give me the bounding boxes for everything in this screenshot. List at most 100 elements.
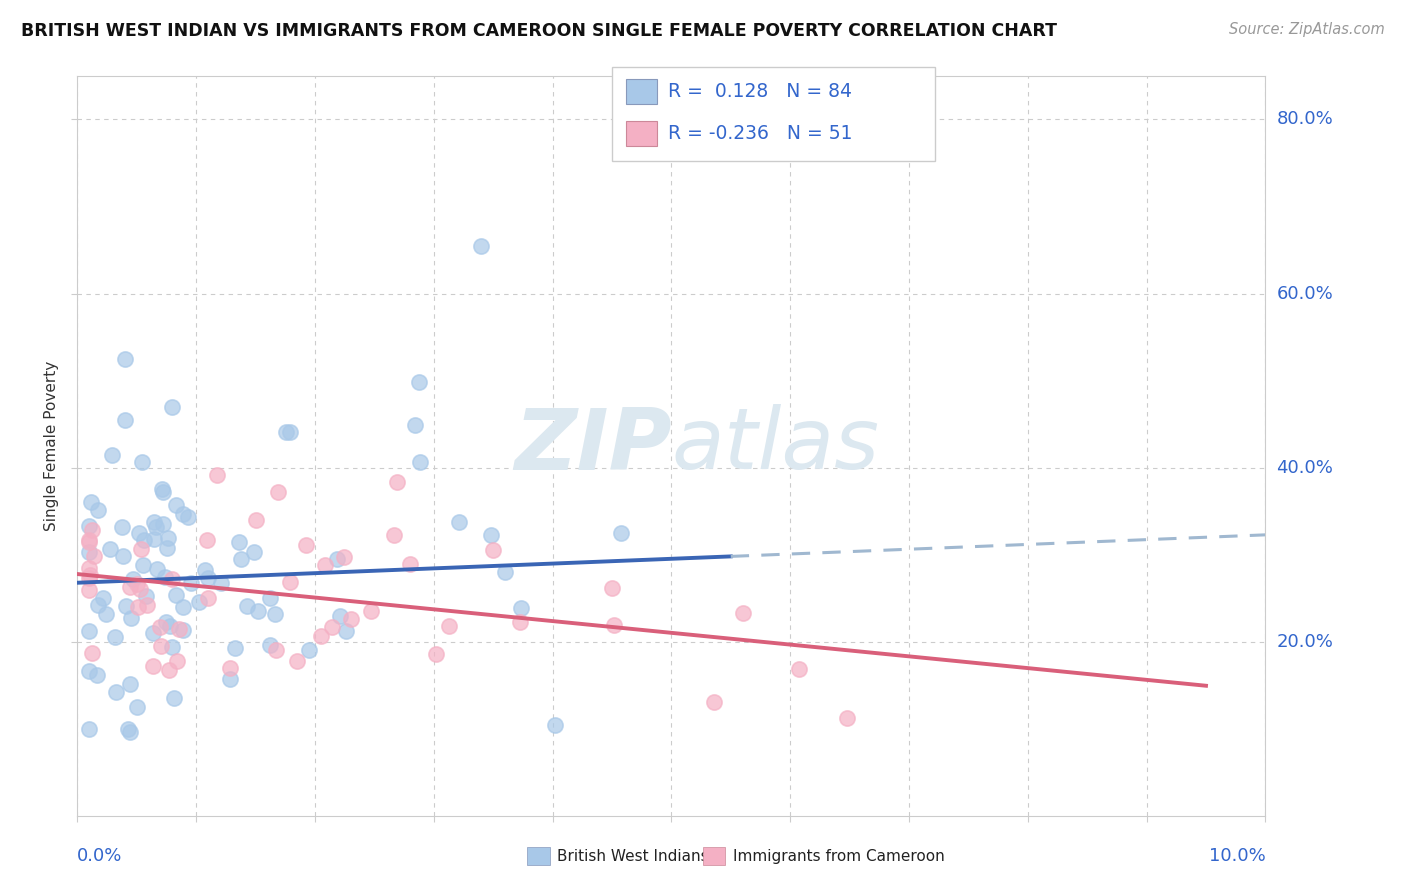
Point bbox=[77, 545, 100, 559]
Point bbox=[195, 533, 218, 548]
Text: 0.0%: 0.0% bbox=[77, 847, 122, 864]
Point bbox=[197, 591, 219, 605]
Point bbox=[298, 642, 321, 657]
Point bbox=[135, 589, 157, 603]
Point bbox=[77, 583, 100, 598]
Point bbox=[127, 700, 149, 714]
Text: Source: ZipAtlas.com: Source: ZipAtlas.com bbox=[1229, 22, 1385, 37]
Point bbox=[142, 533, 165, 547]
Point bbox=[118, 725, 141, 739]
Point bbox=[86, 667, 108, 681]
Point bbox=[510, 601, 533, 615]
Point bbox=[114, 599, 136, 613]
Point bbox=[187, 595, 209, 609]
Point bbox=[79, 568, 101, 582]
Point bbox=[236, 599, 259, 613]
Point bbox=[104, 685, 127, 699]
Point bbox=[494, 565, 516, 579]
Point bbox=[159, 619, 181, 633]
Point bbox=[219, 672, 242, 686]
Text: atlas: atlas bbox=[672, 404, 879, 488]
Point bbox=[600, 581, 623, 595]
Point bbox=[229, 551, 252, 566]
Point bbox=[127, 600, 149, 615]
Point bbox=[157, 531, 180, 545]
Point bbox=[160, 572, 183, 586]
Point bbox=[295, 538, 318, 552]
Point bbox=[259, 638, 281, 652]
Point bbox=[162, 400, 184, 414]
Point bbox=[264, 643, 287, 657]
Point bbox=[172, 507, 194, 521]
Point bbox=[703, 695, 725, 709]
Point bbox=[112, 549, 135, 563]
Y-axis label: Single Female Poverty: Single Female Poverty bbox=[44, 361, 59, 531]
Point bbox=[111, 520, 134, 534]
Point bbox=[172, 623, 194, 637]
Point bbox=[142, 659, 165, 673]
Point bbox=[321, 620, 343, 634]
Point bbox=[194, 563, 217, 577]
Point bbox=[267, 485, 290, 500]
Point bbox=[149, 619, 172, 633]
Point bbox=[82, 523, 104, 537]
Point bbox=[132, 533, 155, 547]
Point bbox=[278, 575, 301, 590]
Point bbox=[118, 581, 141, 595]
Point bbox=[332, 549, 354, 564]
Point bbox=[228, 534, 250, 549]
Text: R = -0.236   N = 51: R = -0.236 N = 51 bbox=[668, 124, 852, 144]
Point bbox=[153, 570, 176, 584]
Text: BRITISH WEST INDIAN VS IMMIGRANTS FROM CAMEROON SINGLE FEMALE POVERTY CORRELATIO: BRITISH WEST INDIAN VS IMMIGRANTS FROM C… bbox=[21, 22, 1057, 40]
Text: Immigrants from Cameroon: Immigrants from Cameroon bbox=[733, 849, 945, 863]
Point bbox=[733, 606, 755, 620]
Point bbox=[128, 526, 150, 541]
Point bbox=[166, 588, 188, 602]
Point bbox=[94, 607, 117, 621]
Point bbox=[404, 417, 426, 432]
Point bbox=[482, 542, 505, 557]
Point bbox=[157, 663, 180, 677]
Point bbox=[385, 475, 408, 489]
Point bbox=[309, 629, 332, 643]
Point bbox=[77, 665, 100, 679]
Point bbox=[131, 455, 153, 469]
Text: 10.0%: 10.0% bbox=[1209, 847, 1265, 864]
Point bbox=[205, 468, 228, 483]
Point bbox=[479, 528, 502, 542]
Text: 20.0%: 20.0% bbox=[1277, 633, 1333, 651]
Point bbox=[835, 711, 858, 725]
Point bbox=[155, 615, 177, 629]
Point bbox=[437, 618, 460, 632]
Point bbox=[150, 639, 173, 653]
Point bbox=[197, 572, 219, 586]
Point bbox=[77, 519, 100, 533]
Point bbox=[209, 576, 232, 591]
Point bbox=[259, 591, 281, 605]
Point bbox=[104, 630, 127, 644]
Point bbox=[118, 676, 141, 690]
Point bbox=[326, 552, 349, 566]
Point bbox=[127, 577, 149, 591]
Point bbox=[242, 545, 264, 559]
Point bbox=[169, 622, 191, 636]
Point bbox=[100, 448, 122, 462]
Point bbox=[314, 558, 336, 573]
Point bbox=[360, 604, 382, 618]
Point bbox=[224, 640, 246, 655]
Point bbox=[408, 375, 430, 389]
Point bbox=[77, 723, 100, 737]
Point bbox=[274, 425, 297, 440]
Point bbox=[278, 425, 301, 440]
Point bbox=[114, 413, 136, 427]
Point bbox=[425, 648, 447, 662]
Point bbox=[165, 498, 187, 512]
Text: 80.0%: 80.0% bbox=[1277, 111, 1333, 128]
Point bbox=[128, 582, 150, 597]
Point bbox=[87, 598, 110, 612]
Text: 60.0%: 60.0% bbox=[1277, 285, 1333, 302]
Point bbox=[80, 495, 103, 509]
Point bbox=[172, 599, 194, 614]
Point bbox=[77, 533, 100, 547]
Point bbox=[152, 484, 174, 499]
